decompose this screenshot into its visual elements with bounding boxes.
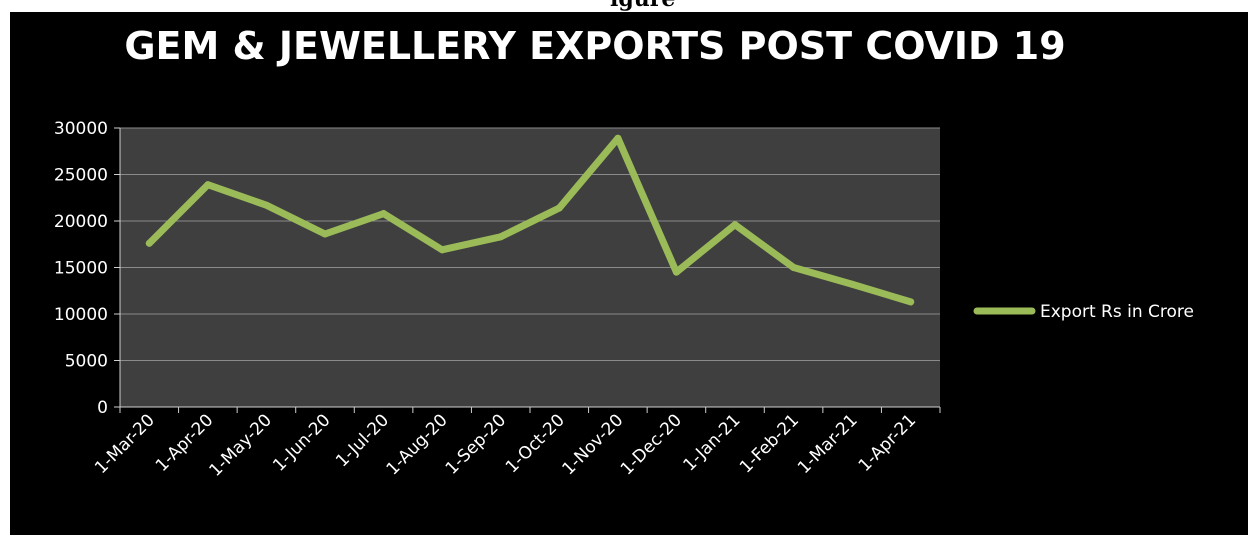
x-tick-label: 1-Feb-21 (736, 410, 803, 477)
y-axis: 0 5000 10000 15000 20000 25000 30000 (54, 119, 121, 418)
data-point (380, 210, 388, 218)
series-line-0 (145, 134, 915, 306)
data-point (204, 181, 212, 189)
data-point (497, 233, 505, 241)
data-point (907, 298, 915, 306)
line-chart: GEM & JEWELLERY EXPORTS POST COVID 19 0 5… (54, 24, 1194, 481)
chart-title: GEM & JEWELLERY EXPORTS POST COVID 19 (124, 24, 1065, 68)
data-point (672, 268, 680, 276)
x-tick-label: 1-Apr-21 (855, 410, 921, 476)
y-tick-label: 0 (97, 398, 108, 418)
y-tick-label: 25000 (54, 166, 108, 186)
data-point (614, 134, 622, 142)
x-tick-label: 1-Jan-21 (680, 410, 745, 475)
chart-area: GEM & JEWELLERY EXPORTS POST COVID 19 0 5… (10, 12, 1248, 535)
x-axis: 1-Mar-201-Apr-201-May-201-Jun-201-Jul-20… (91, 406, 941, 481)
x-tick-label: 1-Jun-20 (269, 410, 334, 475)
header-fragment-text: igure (610, 0, 675, 12)
y-tick-label: 10000 (54, 305, 108, 325)
data-point (555, 204, 563, 212)
x-tick-label: 1-Mar-20 (91, 410, 159, 478)
y-tick-label: 5000 (65, 352, 108, 372)
data-point (731, 221, 739, 229)
data-point (145, 239, 153, 247)
x-tick-label: 1-Sep-20 (442, 410, 510, 478)
page-header-fragment: igure (0, 0, 1248, 12)
y-tick-label: 30000 (54, 119, 108, 139)
data-point (790, 264, 798, 271)
data-point (262, 201, 270, 209)
x-tick-label: 1-May-20 (206, 410, 276, 480)
x-tick-label: 1-Mar-21 (794, 410, 862, 478)
y-tick-label: 15000 (54, 259, 108, 279)
x-tick-label: 1-Nov-20 (558, 410, 627, 479)
legend-label-export: Export Rs in Crore (1040, 302, 1194, 322)
legend: Export Rs in Crore (973, 302, 1194, 322)
series-layer (145, 134, 915, 306)
x-tick-label: 1-Oct-20 (502, 410, 569, 477)
y-tick-label: 20000 (54, 212, 108, 232)
x-tick-label: 1-Dec-20 (617, 410, 686, 479)
data-point (848, 280, 856, 288)
x-tick-label: 1-Jul-20 (332, 410, 393, 471)
x-tick-label: 1-Aug-20 (383, 410, 452, 479)
data-point (321, 230, 329, 238)
data-point (438, 246, 446, 254)
